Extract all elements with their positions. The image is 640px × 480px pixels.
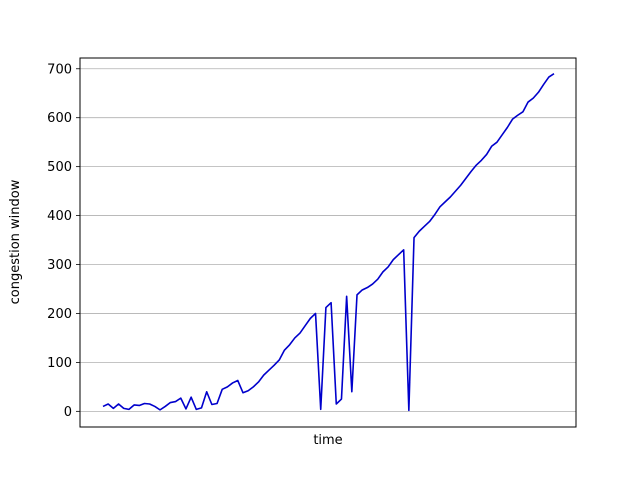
y-tick-label-0: 0: [64, 405, 72, 420]
y-tick-label-5: 500: [47, 160, 72, 175]
plot-frame: [79, 57, 577, 428]
y-tick-label-1: 100: [47, 356, 72, 371]
y-tick-label-4: 400: [47, 209, 72, 224]
y-tick-label-7: 700: [47, 62, 72, 77]
y-tick-label-2: 200: [47, 307, 72, 322]
y-tick-label-6: 600: [47, 111, 72, 126]
series-line: [102, 72, 555, 412]
y-axis-ticks: 0 100 200 300 400 500 600 700: [47, 62, 80, 420]
y-tick-label-3: 300: [47, 258, 72, 273]
gridlines: [80, 68, 576, 412]
x-axis-label: time: [313, 433, 342, 448]
y-axis-label: congestion window: [8, 179, 23, 304]
